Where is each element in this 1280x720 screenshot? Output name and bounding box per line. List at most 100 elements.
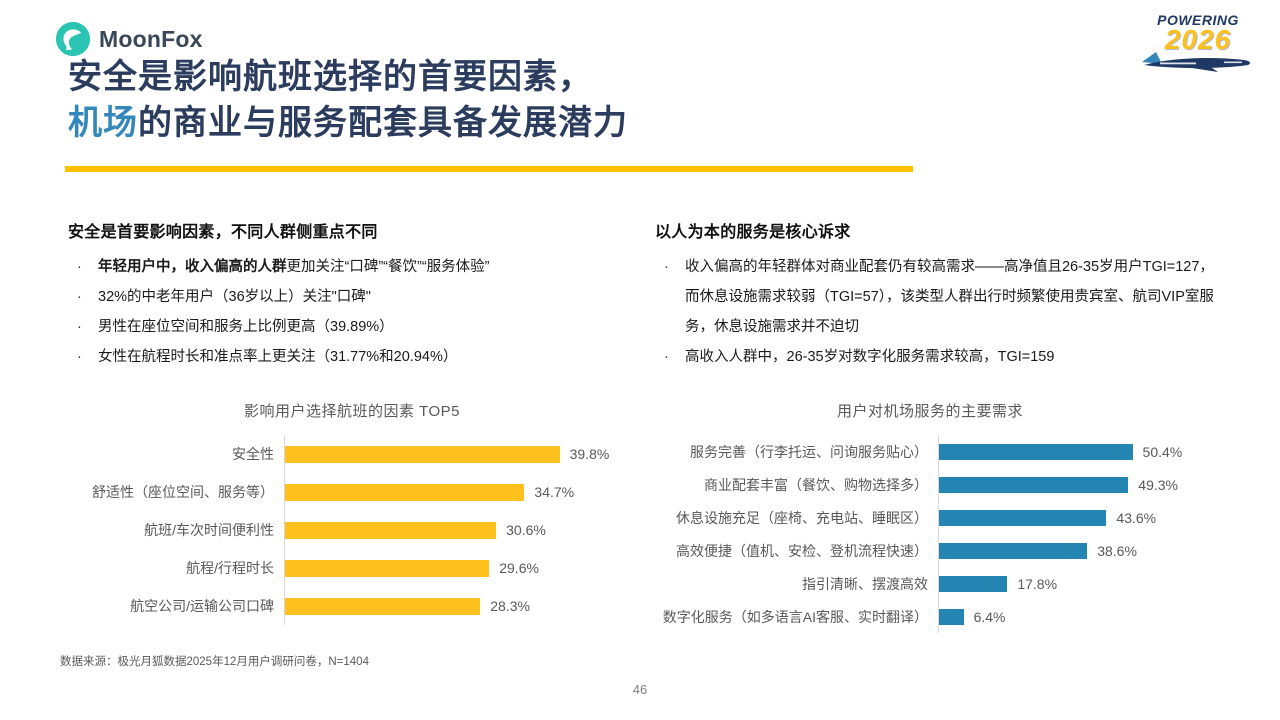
bar-value-label: 38.6%	[1097, 542, 1137, 559]
right-text-panel: 以人为本的服务是核心诉求 · 收入偏高的年轻群体对商业配套仍有较高需求——高净值…	[655, 218, 1220, 372]
chart-row: 安全性 39.8%	[72, 435, 632, 473]
bar-value-label: 49.3%	[1138, 476, 1178, 493]
chart-title: 用户对机场服务的主要需求	[836, 403, 1023, 420]
bar-value-label: 28.3%	[490, 598, 530, 614]
bar-area: 49.3%	[938, 468, 1210, 501]
category-label: 航空公司/运输公司口碑	[130, 598, 274, 614]
category-label: 安全性	[232, 446, 274, 462]
page-number: 46	[632, 682, 648, 697]
category-label: 航班/车次时间便利性	[144, 522, 274, 538]
bar-value-label: 43.6%	[1116, 509, 1157, 526]
data-source-note: 数据来源：极光月狐数据2025年12月用户调研问卷，N=1404	[60, 656, 369, 668]
bar-area: 30.6%	[284, 511, 632, 549]
bullet-text: 32%的中老年用户（36岁以上）关注"口碑"	[98, 289, 371, 305]
category-label: 航程/行程时长	[186, 560, 274, 576]
list-item: · 32%的中老年用户（36岁以上）关注"口碑"	[68, 282, 620, 312]
brand-logo: MoonFox	[55, 21, 203, 57]
bullet-text: 年轻用户中，收入偏高的人群更加关注“口碑”“餐饮”“服务体验”	[98, 259, 490, 275]
flight-factors-chart: 影响用户选择航班的因素 TOP5 安全性 39.8% 舒适性（座位空间、服务等） 34…	[72, 400, 632, 625]
bullet-text: 女性在航程时长和准点率上更关注（31.77%和20.94%）	[98, 349, 458, 365]
bar	[939, 575, 1008, 592]
bullet-marker: ·	[664, 259, 669, 275]
bar-area: 34.7%	[284, 473, 632, 511]
left-bullet-list: · 年轻用户中，收入偏高的人群更加关注“口碑”“餐饮”“服务体验” · 32%的…	[68, 252, 620, 372]
chart-row: 休息设施充足（座椅、充电站、睡眠区） 43.6%	[650, 501, 1210, 534]
list-item: · 女性在航程时长和准点率上更关注（31.77%和20.94%）	[68, 342, 620, 372]
chart-row: 航空公司/运输公司口碑 28.3%	[72, 587, 632, 625]
bar-area: 38.6%	[938, 534, 1210, 567]
bar-area: 28.3%	[284, 587, 632, 625]
category-label: 数字化服务（如多语言AI客服、实时翻译）	[662, 608, 928, 625]
bar-value-label: 39.8%	[569, 446, 610, 462]
left-panel-heading: 安全是首要影响因素，不同人群侧重点不同	[68, 224, 378, 241]
bar	[939, 476, 1129, 493]
bullet-marker: ·	[77, 259, 82, 275]
bullet-marker: ·	[664, 349, 669, 365]
powering-2026-logo: POWERING 2026	[1142, 12, 1252, 72]
bar	[285, 483, 525, 501]
year-text: 2026	[1164, 24, 1232, 55]
bar-area: 29.6%	[284, 549, 632, 587]
bar-value-label: 17.8%	[1017, 575, 1058, 592]
bar	[939, 509, 1107, 526]
list-item: · 高收入人群中，26-35岁对数字化服务需求较高，TGI=159	[655, 342, 1220, 372]
moonfox-logo-icon	[55, 21, 91, 57]
chart-row: 航班/车次时间便利性 30.6%	[72, 511, 632, 549]
title-line2-highlight: 机场	[68, 104, 138, 142]
bar-value-label: 50.4%	[1142, 443, 1183, 460]
airport-needs-chart: 用户对机场服务的主要需求 服务完善（行李托运、问询服务贴心） 50.4% 商业配套丰…	[650, 400, 1210, 633]
bullet-marker: ·	[77, 319, 82, 335]
chart-rows: 安全性 39.8% 舒适性（座位空间、服务等） 34.7% 航班/车次时间便利性 30.6…	[72, 435, 632, 625]
bar-value-label: 30.6%	[506, 522, 546, 538]
bar-area: 17.8%	[938, 567, 1210, 600]
page-title: 安全是影响航班选择的首要因素， 机场的商业与服务配套具备发展潜力	[68, 54, 628, 146]
right-bullet-list: · 收入偏高的年轻群体对商业配套仍有较高需求——高净值且26-35岁用户TGI=…	[655, 252, 1220, 372]
bar	[285, 445, 560, 463]
category-label: 高效便捷（值机、安检、登机流程快速）	[676, 542, 928, 559]
bar	[939, 608, 964, 625]
bar-value-label: 29.6%	[499, 560, 539, 576]
powering-text: POWERING	[1157, 12, 1239, 28]
bar	[285, 521, 497, 539]
chart-row: 数字化服务（如多语言AI客服、实时翻译） 6.4%	[650, 600, 1210, 633]
list-item: · 男性在座位空间和服务上比例更高（39.89%）	[68, 312, 620, 342]
category-label: 商业配套丰富（餐饮、购物选择多）	[704, 476, 928, 493]
bullet-marker: ·	[77, 289, 82, 305]
airplane-icon	[1142, 52, 1251, 72]
chart-row: 航程/行程时长 29.6%	[72, 549, 632, 587]
bar	[285, 559, 490, 577]
chart-row: 舒适性（座位空间、服务等） 34.7%	[72, 473, 632, 511]
bar	[285, 597, 481, 615]
bullet-text: 男性在座位空间和服务上比例更高（39.89%）	[98, 319, 394, 335]
list-item: · 年轻用户中，收入偏高的人群更加关注“口碑”“餐饮”“服务体验”	[68, 252, 620, 282]
bar-area: 50.4%	[938, 435, 1210, 468]
bar	[939, 542, 1088, 559]
brand-name: MoonFox	[99, 25, 203, 52]
bullet-text: 收入偏高的年轻群体对商业配套仍有较高需求——高净值且26-35岁用户TGI=12…	[685, 259, 1214, 335]
category-label: 服务完善（行李托运、问询服务贴心）	[690, 443, 928, 460]
bar-value-label: 34.7%	[534, 484, 575, 500]
bar	[939, 443, 1133, 460]
chart-row: 服务完善（行李托运、问询服务贴心） 50.4%	[650, 435, 1210, 468]
title-line2-rest: 的商业与服务配套具备发展潜力	[138, 104, 628, 142]
chart-row: 商业配套丰富（餐饮、购物选择多） 49.3%	[650, 468, 1210, 501]
right-panel-heading: 以人为本的服务是核心诉求	[655, 224, 851, 241]
title-line1: 安全是影响航班选择的首要因素，	[68, 58, 593, 96]
category-label: 舒适性（座位空间、服务等）	[92, 484, 274, 500]
bullet-text: 高收入人群中，26-35岁对数字化服务需求较高，TGI=159	[685, 349, 1055, 365]
bar-area: 39.8%	[284, 435, 632, 473]
left-text-panel: 安全是首要影响因素，不同人群侧重点不同 · 年轻用户中，收入偏高的人群更加关注“…	[68, 218, 620, 372]
list-item: · 收入偏高的年轻群体对商业配套仍有较高需求——高净值且26-35岁用户TGI=…	[655, 252, 1220, 342]
category-label: 指引清晰、摆渡高效	[802, 575, 928, 592]
chart-title: 影响用户选择航班的因素 TOP5	[243, 403, 461, 420]
chart-row: 高效便捷（值机、安检、登机流程快速） 38.6%	[650, 534, 1210, 567]
title-underline	[65, 166, 913, 172]
bullet-marker: ·	[77, 349, 82, 365]
bar-value-label: 6.4%	[973, 608, 1006, 625]
bar-area: 43.6%	[938, 501, 1210, 534]
chart-row: 指引清晰、摆渡高效 17.8%	[650, 567, 1210, 600]
category-label: 休息设施充足（座椅、充电站、睡眠区）	[676, 509, 928, 526]
bar-area: 6.4%	[938, 600, 1210, 633]
chart-rows: 服务完善（行李托运、问询服务贴心） 50.4% 商业配套丰富（餐饮、购物选择多） 49…	[650, 435, 1210, 633]
